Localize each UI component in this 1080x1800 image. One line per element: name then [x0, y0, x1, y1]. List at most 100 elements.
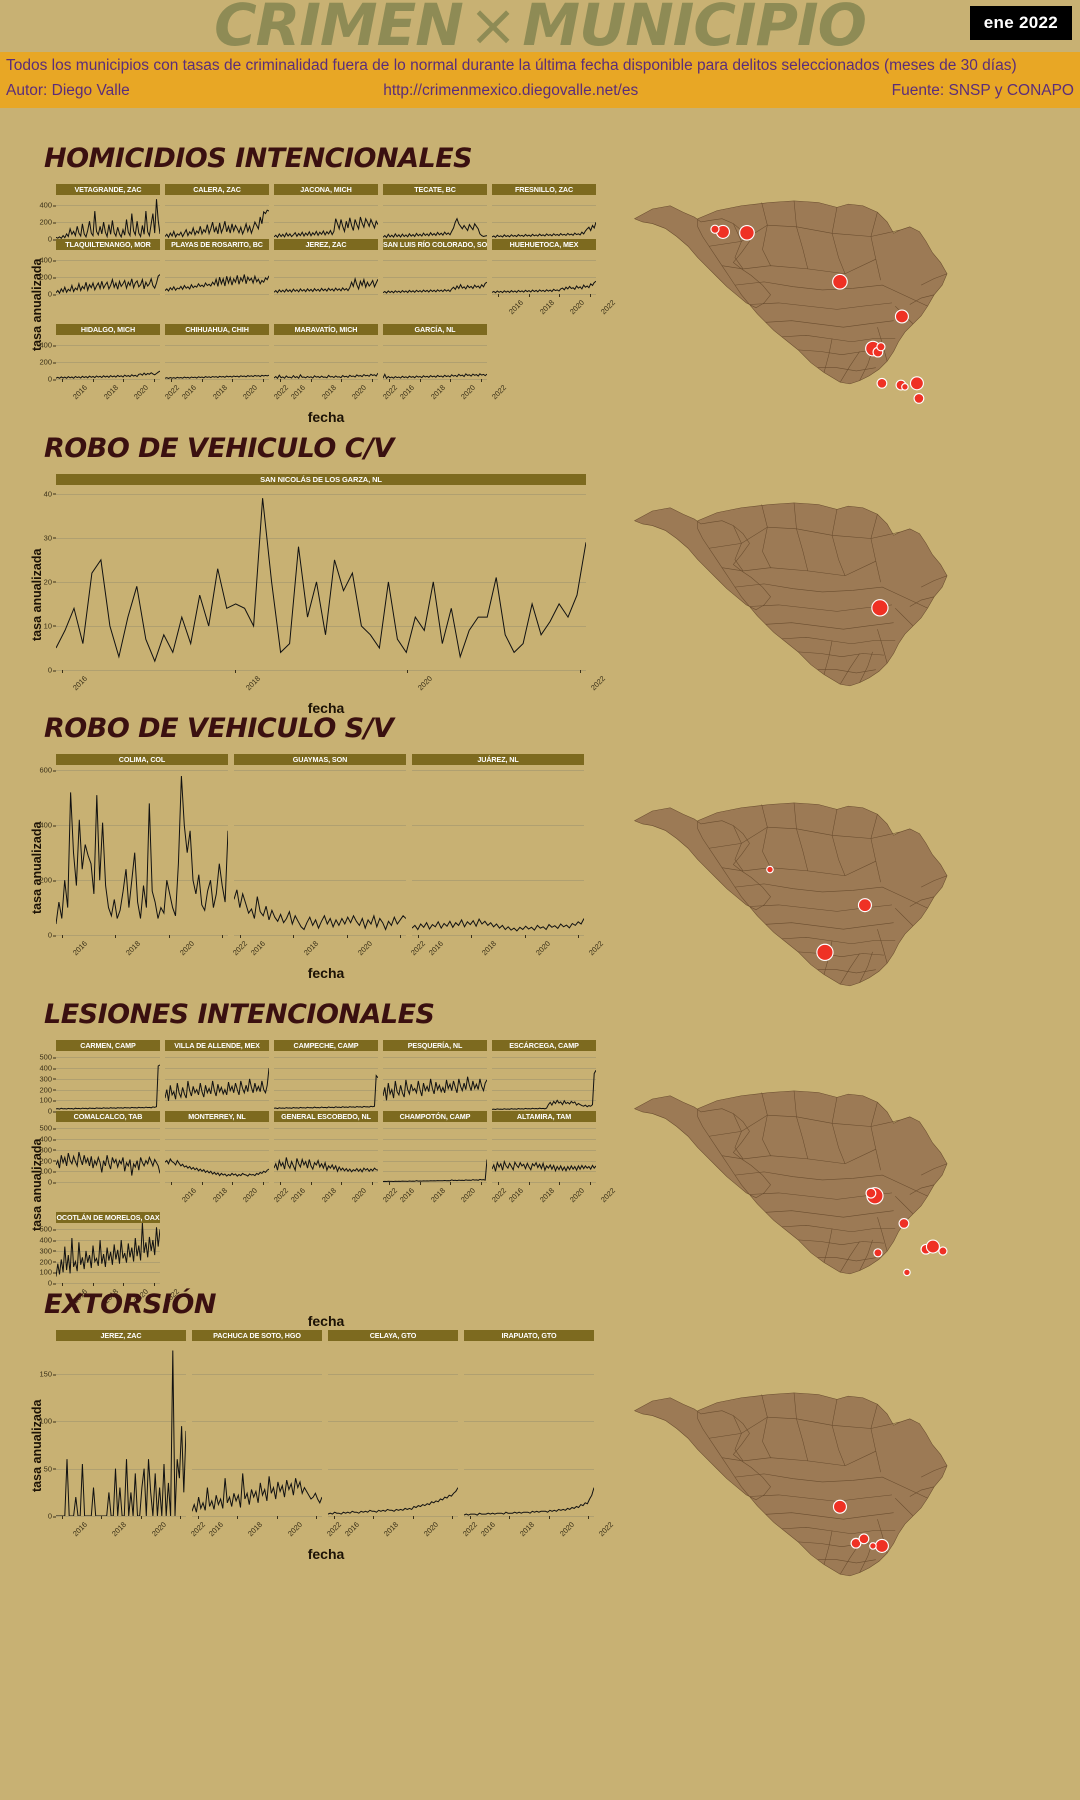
state-border: [831, 1399, 846, 1466]
map-municipality-dot[interactable]: [739, 224, 755, 241]
map-municipality-dot[interactable]: [871, 599, 889, 617]
facet-plot: [383, 250, 487, 295]
gridline: [56, 1139, 160, 1141]
time-series-line: [165, 209, 269, 239]
map-municipality-dot[interactable]: [909, 376, 924, 391]
facet-plot: [492, 250, 596, 295]
page-title: CRIMEN × MUNICIPIO: [0, 0, 1080, 54]
gridline: [492, 1160, 596, 1162]
facet-strip-label: GARCÍA, NL: [383, 324, 487, 335]
state-border: [798, 951, 884, 958]
x-axis: 2016 2018 2020 2022: [192, 1516, 343, 1546]
map-municipality-dot[interactable]: [857, 898, 872, 913]
x-tick-mark: [140, 1516, 142, 1519]
gridline: [383, 1100, 487, 1102]
gridline: [56, 493, 586, 495]
map-municipality-dot[interactable]: [874, 1538, 889, 1553]
map-municipality-dot[interactable]: [873, 1248, 883, 1258]
x-tick-label: 2016: [288, 1186, 308, 1205]
map-municipality-dot[interactable]: [913, 393, 925, 404]
state-border: [709, 224, 901, 247]
gridline: [383, 1057, 487, 1059]
state-border: [749, 604, 893, 612]
map-municipality-dot[interactable]: [766, 865, 774, 874]
map-municipality-dot[interactable]: [816, 943, 834, 962]
state-border: [831, 509, 846, 576]
x-tick-label: 2020: [241, 1186, 260, 1205]
time-series-line: [56, 274, 160, 294]
x-tick-label: 2020: [285, 1520, 304, 1539]
gridline: [165, 205, 269, 207]
gridline: [56, 1128, 160, 1130]
map-municipality-dot[interactable]: [869, 1542, 877, 1550]
state-border: [709, 526, 901, 549]
gridline: [492, 1149, 596, 1151]
title-sub: MUNICIPIO: [522, 0, 866, 59]
x-tick-label: 2020: [350, 1186, 369, 1205]
map-municipality-dot[interactable]: [876, 342, 886, 352]
time-series-line: [165, 1068, 269, 1101]
facet-strip-label: TECATE, BC: [383, 184, 487, 195]
y-tick-label: 100: [39, 1166, 56, 1176]
gridline: [165, 379, 269, 380]
x-tick-mark: [171, 379, 172, 382]
map-municipality-dot[interactable]: [898, 1217, 910, 1229]
facet-strip-label: JEREZ, ZAC: [274, 239, 378, 250]
gridline: [56, 1149, 160, 1151]
gridline: [383, 1139, 487, 1141]
facet-strip-label: SAN NICOLÁS DE LOS GARZA, NL: [56, 474, 586, 485]
gridline: [234, 935, 406, 936]
section-robo-de-vehiculo-c-v: ROBO DE VEHICULO C/V tasa anualizada SAN N…: [0, 432, 1080, 716]
x-tick-label: 2020: [533, 939, 552, 958]
map-municipality-dot[interactable]: [903, 1268, 911, 1277]
state-border: [793, 802, 809, 871]
facet-jerez-zac: JEREZ, ZAC 0 50 100 150 2016 2018 2020 2022: [39, 1330, 207, 1546]
state-border: [781, 1527, 896, 1535]
title-separator-icon: ×: [468, 0, 518, 59]
gridline: [383, 1182, 487, 1183]
gridline: [464, 1374, 594, 1376]
x-tick-label: 2016: [288, 383, 308, 402]
map-municipality-dot[interactable]: [925, 1239, 940, 1254]
map-municipality-dot[interactable]: [832, 273, 848, 290]
gridline: [464, 1468, 594, 1470]
map-municipality-dot[interactable]: [850, 1537, 862, 1549]
x-tick-mark: [528, 294, 530, 297]
x-axis: 2016 2018 2020 2022: [165, 379, 290, 409]
time-series-line: [56, 370, 160, 379]
x-tick-label: 2018: [480, 939, 499, 958]
state-border: [721, 560, 876, 577]
map-municipality-dot[interactable]: [858, 1533, 870, 1545]
y-tick-label: 400: [39, 1063, 56, 1073]
x-tick-label: 2016: [70, 939, 90, 958]
x-tick-label: 2020: [557, 1520, 576, 1539]
x-axis: 2016 2018 2020 2022: [412, 935, 605, 965]
section-title: LESIONES INTENCIONALES: [44, 999, 435, 1030]
map-municipality-dot[interactable]: [832, 1499, 847, 1514]
facet-strip-label: JEREZ, ZAC: [56, 1330, 186, 1341]
facet-plot: [274, 1051, 378, 1112]
map-municipality-dot[interactable]: [865, 1187, 877, 1199]
map-municipality-dot[interactable]: [901, 383, 909, 391]
y-tick-label: 40: [43, 489, 57, 499]
map-municipality-dot[interactable]: [938, 1246, 948, 1256]
gridline: [383, 260, 487, 262]
x-tick-mark: [115, 935, 117, 938]
gridline: [274, 1149, 378, 1151]
x-tick-mark: [373, 1516, 375, 1519]
credit-bar: Autor: Diego Valle http://crimenmexico.d…: [0, 78, 1080, 108]
y-tick-label: 0: [47, 1106, 57, 1116]
state-border: [793, 1090, 809, 1159]
x-tick-mark: [168, 935, 170, 938]
state-border: [831, 1097, 846, 1164]
x-tick-label: 2020: [416, 674, 435, 693]
state-border: [877, 629, 888, 664]
site-url[interactable]: http://crimenmexico.diegovalle.net/es: [383, 82, 639, 99]
state-border: [781, 335, 896, 343]
x-tick-label: 2016: [179, 1186, 199, 1205]
map-municipality-dot[interactable]: [710, 224, 720, 234]
map-municipality-dot[interactable]: [876, 377, 888, 389]
map-municipality-dot[interactable]: [894, 309, 909, 324]
state-border: [895, 1497, 914, 1517]
x-tick-mark: [240, 935, 241, 938]
